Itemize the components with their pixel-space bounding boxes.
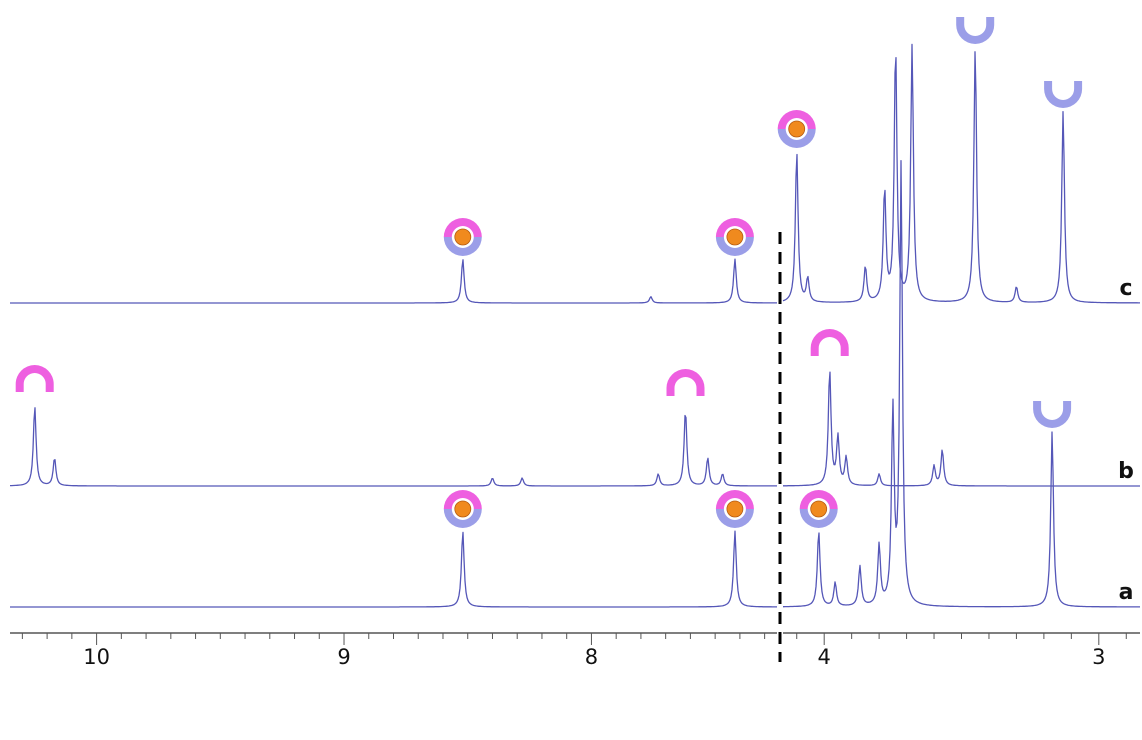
- lavender-arc-icon: [1044, 81, 1083, 108]
- trace-c-segment-1: [10, 258, 777, 304]
- x-tick-label-9: 9: [337, 645, 350, 669]
- trace-label-a: a: [1119, 580, 1134, 605]
- trace-label-b: b: [1118, 459, 1134, 484]
- trace-b-segment-1: [10, 407, 777, 487]
- magenta-arc-icon: [666, 369, 705, 396]
- lavender-arc-icon: [956, 17, 995, 44]
- trace-labels: a b c: [1118, 276, 1134, 605]
- trace-a-segment-2: [783, 160, 1140, 608]
- spectrum-traces: [10, 43, 1140, 608]
- host-guest-complex-icon: [715, 490, 754, 528]
- lavender-arc-icon: [1033, 401, 1072, 428]
- x-tick-label-3: 3: [1092, 645, 1105, 669]
- trace-a-segment-1: [10, 530, 777, 608]
- x-tick-label-4: 4: [818, 645, 831, 669]
- magenta-arc-icon: [810, 329, 849, 356]
- magenta-arc-icon: [15, 365, 54, 392]
- peak-assignment-symbols: [15, 17, 1083, 528]
- x-axis: 10 9 8 4 3: [10, 632, 1140, 669]
- x-tick-label-8: 8: [585, 645, 598, 669]
- trace-label-c: c: [1119, 276, 1132, 301]
- host-guest-complex-icon: [777, 110, 816, 148]
- host-guest-complex-icon: [443, 218, 482, 256]
- trace-b-segment-2: [783, 371, 1140, 487]
- host-guest-complex-icon: [715, 218, 754, 256]
- host-guest-complex-icon: [443, 490, 482, 528]
- x-tick-label-10: 10: [83, 645, 110, 669]
- trace-c-segment-2: [782, 43, 1140, 304]
- host-guest-complex-icon: [799, 490, 838, 528]
